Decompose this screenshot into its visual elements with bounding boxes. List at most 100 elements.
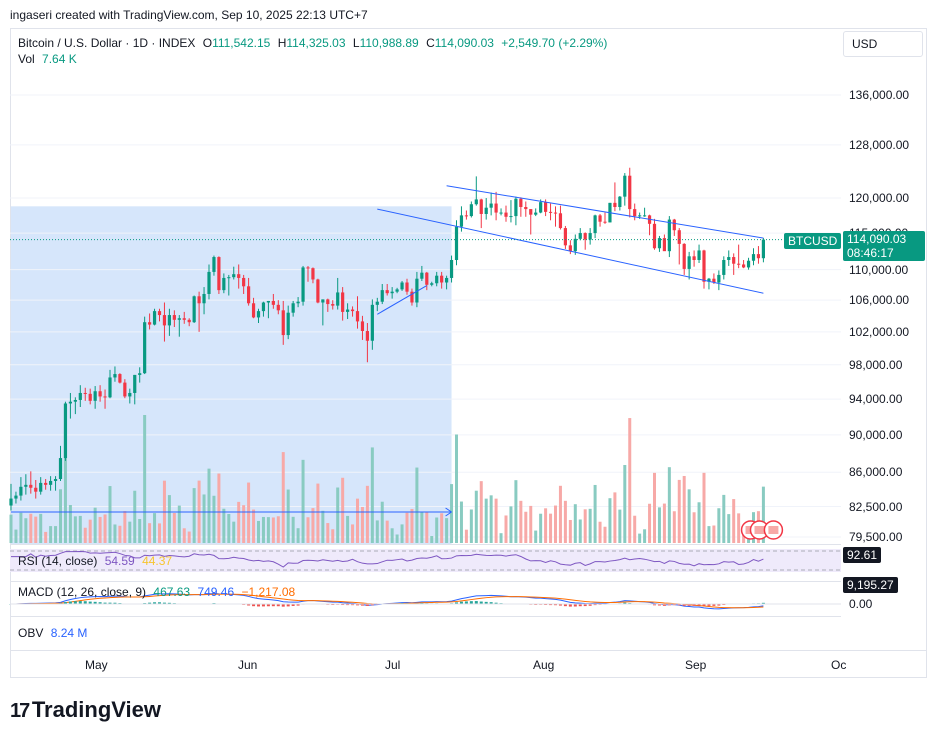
pane-divider-obv[interactable]: [10, 616, 841, 617]
volume-bar: [59, 489, 62, 543]
volume-bar: [717, 508, 721, 543]
candle-body: [390, 291, 394, 294]
macd-hist-bar: [365, 604, 369, 606]
volume-bar: [212, 495, 216, 543]
macd-hist-bar: [68, 601, 72, 604]
candle-body: [524, 207, 528, 210]
candle-body: [484, 207, 488, 214]
volume-bar: [425, 512, 429, 543]
pane-divider-rsi[interactable]: [10, 544, 841, 545]
candle-body: [613, 202, 617, 208]
macd-hist-bar: [158, 602, 161, 604]
macd-hist-bar: [667, 604, 671, 606]
volume-bar: [311, 508, 315, 543]
candle-body: [247, 286, 251, 304]
candle-body: [326, 299, 330, 305]
volume-bar: [286, 489, 290, 543]
y-tick-label: 86,000.00: [849, 465, 903, 480]
macd-hist-bar: [103, 602, 107, 604]
volume-bar: [638, 533, 642, 543]
volume-bar: [494, 498, 498, 543]
volume-bar: [108, 486, 112, 543]
volume-bar: [365, 485, 369, 543]
volume-bar: [93, 507, 97, 543]
candle-body: [459, 215, 464, 227]
currency-button[interactable]: USD: [843, 31, 923, 57]
candle-body: [702, 250, 706, 282]
candle-body: [365, 331, 369, 341]
macd-hist-bar: [474, 601, 478, 604]
macd-hist-bar: [677, 604, 681, 606]
candle-body: [316, 279, 320, 303]
volume-bar: [113, 524, 117, 543]
x-tick-jul: Jul: [385, 658, 401, 672]
candle-body: [435, 275, 439, 284]
macd-hist-bar: [257, 604, 260, 607]
candle-body: [420, 272, 424, 279]
macd-hist-bar: [346, 604, 350, 606]
macd-hist-bar: [296, 604, 300, 606]
volume-bar: [390, 528, 394, 543]
candle-body: [138, 373, 142, 375]
macd-zero-label: 0.00: [849, 597, 873, 611]
candle-body: [360, 321, 365, 332]
candle-body: [657, 238, 662, 249]
flag-stripes: [754, 526, 765, 534]
candle-body: [400, 282, 404, 290]
volume-bar: [172, 513, 176, 543]
volume-bar: [455, 434, 458, 543]
volume-bar: [484, 498, 488, 543]
volume-bar: [628, 418, 632, 543]
candle-body: [593, 215, 597, 234]
volume-bar: [257, 520, 260, 543]
candle-body: [157, 311, 162, 316]
candle-body: [746, 260, 751, 268]
macd-hist-bar: [583, 604, 587, 607]
volume-legend: Vol 7.64 K: [18, 52, 81, 66]
volume-bar: [554, 505, 557, 543]
candle-body: [83, 392, 87, 394]
last-price-tag: 114,090.03 08:46:17: [843, 231, 925, 261]
candle-body: [44, 482, 48, 485]
volume-bar: [202, 494, 206, 543]
obv-label[interactable]: OBV: [18, 626, 44, 640]
macd-legend: MACD (12, 26, close, 9) 467.63 749.46 −1…: [18, 585, 299, 599]
candle-body: [148, 322, 152, 325]
volume-bar: [242, 505, 246, 543]
candle-body: [682, 243, 686, 269]
symbol-title[interactable]: Bitcoin / U.S. Dollar · 1D · INDEX: [18, 36, 196, 50]
rsi-label[interactable]: RSI (14, close): [18, 554, 98, 568]
candle-body: [242, 277, 246, 287]
macd-label[interactable]: MACD (12, 26, close, 9): [18, 585, 147, 599]
volume-bar: [301, 459, 305, 543]
change-value: +2,549.70 (+2.29%): [501, 36, 608, 50]
macd-hist-bar: [761, 602, 765, 604]
pane-divider-macd[interactable]: [10, 581, 841, 582]
volume-bar: [187, 531, 191, 543]
candle-body: [182, 318, 186, 320]
volume-bar: [653, 472, 656, 543]
x-tick-jun: Jun: [238, 658, 258, 672]
macd-hist-bar: [479, 601, 483, 604]
volume-bar: [34, 516, 38, 543]
volume-bar: [49, 526, 53, 543]
candle-body: [692, 256, 696, 260]
volume-bar: [410, 508, 414, 543]
volume-bar: [153, 513, 157, 543]
y-tick-label: 94,000.00: [849, 392, 903, 407]
volume-bar: [558, 485, 562, 543]
candle-body: [24, 484, 28, 487]
volume-bar: [697, 502, 701, 543]
rsi-legend: RSI (14, close) 54.59 44.37: [18, 554, 176, 568]
candle-body: [207, 271, 211, 294]
candle-body: [355, 311, 360, 322]
macd-hist-bar: [455, 602, 458, 604]
candle-body: [553, 212, 558, 214]
tradingview-logo[interactable]: 17 TradingView: [10, 697, 161, 723]
volume-bar: [247, 482, 251, 543]
candle-body: [677, 230, 681, 244]
volume-bar: [667, 467, 671, 543]
volume-bar: [281, 452, 285, 543]
macd-hist-bar: [73, 601, 77, 604]
